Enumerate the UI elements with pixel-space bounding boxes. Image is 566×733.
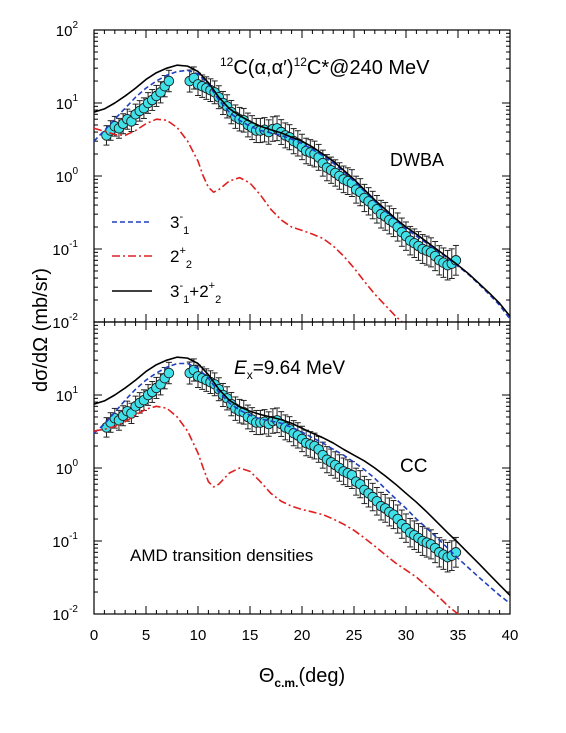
y-tick-label: 100 [56, 458, 79, 478]
y-tick-label: 10-1 [52, 239, 78, 259]
x-axis-label-sub: c.m. [274, 676, 298, 690]
y-tick-label: 10-1 [52, 531, 78, 551]
legend: 3-1 2+2 3-1+2+2 [112, 211, 221, 306]
series-line-dashdot [94, 118, 404, 322]
data-points [101, 358, 462, 573]
plot-area [94, 64, 510, 322]
legend-label-sum: 3-1+2+2 [170, 280, 221, 306]
title-sup-2: 12 [294, 55, 308, 69]
title-tail: C*@240 MeV [307, 57, 430, 79]
x-tick-label: 40 [502, 627, 519, 644]
dwba-label: DWBA [390, 150, 444, 170]
title-reaction: C(α,α′) [233, 57, 293, 79]
series-line-solid [94, 64, 510, 317]
x-tick-label: 25 [346, 627, 363, 644]
x-tick-label: 30 [398, 627, 415, 644]
y-tick-label: 102 [56, 20, 79, 40]
cc-label: CC [400, 456, 427, 477]
y-tick-label: 10-2 [52, 312, 78, 332]
chart-title: 12C(α,α′)12C*@240 MeV [220, 55, 430, 79]
x-tick-label: 10 [190, 627, 207, 644]
x-tick-label: 5 [142, 627, 150, 644]
y-tick-label: 10-2 [52, 604, 78, 624]
legend-label-2plus2: 2+2 [170, 245, 192, 271]
top-panel: 102 101 100 10-1 10-2 [52, 20, 511, 332]
x-tick-label: 35 [450, 627, 467, 644]
y-tick-label: 101 [56, 385, 79, 405]
x-axis-label-unit: (deg) [298, 665, 345, 687]
x-axis-label: Θc.m.(deg) [259, 665, 345, 690]
amd-annotation: AMD transition densities [130, 546, 313, 565]
legend-label-3minus1: 3-1 [170, 211, 189, 237]
data-point [163, 75, 175, 87]
data-points [101, 66, 462, 281]
x-tick-label: 15 [242, 627, 259, 644]
title-sup-1: 12 [220, 55, 234, 69]
series-line-dashed [94, 69, 510, 320]
series-line-solid [94, 356, 510, 596]
series-line-dashed [94, 362, 510, 604]
y-axis-label: dσ/dΩ (mb/sr) [30, 268, 52, 392]
data-point [163, 367, 175, 379]
ex-annotation: Ex=9.64 MeV [234, 358, 345, 382]
x-tick-label: 20 [294, 627, 311, 644]
y-tick-label: 100 [56, 166, 79, 186]
y-tick-label: 101 [56, 93, 79, 113]
plot-area [94, 356, 510, 614]
bottom-panel: 101 100 10-1 10-2 0 5 10 15 20 25 30 35 40 [52, 321, 519, 644]
x-tick-label: 0 [90, 627, 98, 644]
x-axis-label-theta: Θ [259, 665, 275, 687]
series-line-dashdot [94, 405, 460, 614]
